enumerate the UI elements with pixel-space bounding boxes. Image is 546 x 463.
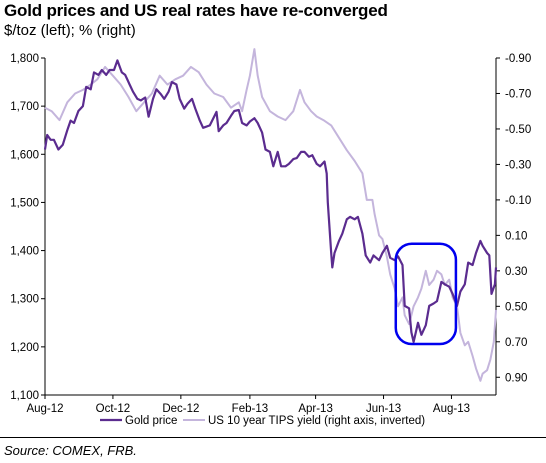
annotation-layer [394, 242, 458, 346]
left-axis-ticks: 1,100 1,200 1,300 1,400 1,500 1,600 1,700 1,800 [10, 53, 45, 402]
legend: Gold price US 10 year TIPS yield (right a… [100, 415, 425, 427]
x-axis-tick-label: Aug-13 [433, 403, 470, 415]
x-axis-tick-label: Jun-13 [366, 403, 401, 415]
chart-title: Gold prices and US real rates have re-co… [4, 1, 388, 20]
x-axis-tick-label: Oct-12 [96, 403, 131, 415]
left-axis-tick-label: 1,300 [10, 294, 39, 306]
right-axis-tick-label: -0.10 [505, 195, 531, 207]
gold-vs-tips-chart: 1,100 1,200 1,300 1,400 1,500 1,600 1,700 1,800… [10, 48, 531, 427]
legend-label-gold: Gold price [125, 415, 177, 427]
source-note: Source: COMEX, FRB. [4, 443, 137, 458]
tips-yield-line [44, 48, 497, 382]
x-axis-tick-label: Aug-12 [26, 403, 63, 415]
right-axis-tick-label: 0.90 [505, 372, 527, 384]
x-axis-tick-label: Feb-13 [232, 403, 268, 415]
footer-divider [0, 437, 546, 438]
left-axis-tick-label: 1,700 [10, 101, 39, 113]
right-axis-ticks: -0.90 -0.70 -0.50 -0.30 -0.10 0.10 0.30 0.50 0.7… [496, 53, 531, 384]
right-axis-tick-label: 0.10 [505, 230, 527, 242]
left-axis-tick-label: 1,200 [10, 342, 39, 354]
left-axis-tick-label: 1,100 [10, 390, 39, 402]
right-axis-tick-label: -0.90 [505, 53, 531, 65]
left-axis-tick-label: 1,600 [10, 149, 39, 161]
left-axis-tick-label: 1,500 [10, 197, 39, 209]
legend-label-tips: US 10 year TIPS yield (right axis, inver… [208, 415, 425, 427]
series-lines [43, 48, 498, 382]
right-axis-tick-label: 0.30 [505, 266, 527, 278]
right-axis-tick-label: -0.70 [505, 88, 531, 100]
right-axis-tick-label: 0.70 [505, 337, 527, 349]
x-axis-tick-label: Dec-12 [162, 403, 199, 415]
chart-subtitle: $/toz (left); % (right) [4, 22, 136, 39]
right-axis-tick-label: -0.50 [505, 124, 531, 136]
left-axis-tick-label: 1,400 [10, 246, 39, 258]
right-axis-tick-label: 0.50 [505, 301, 527, 313]
x-axis-tick-label: Apr-13 [298, 403, 333, 415]
left-axis-tick-label: 1,800 [10, 53, 39, 65]
x-axis-ticks: Aug-12 Oct-12 Dec-12 Feb-13 Apr-13 Jun-13 Aug-… [26, 395, 470, 415]
plot-area [44, 58, 497, 396]
right-axis-tick-label: -0.30 [505, 159, 531, 171]
gold-price-line [43, 59, 498, 344]
highlight-box [394, 242, 458, 346]
